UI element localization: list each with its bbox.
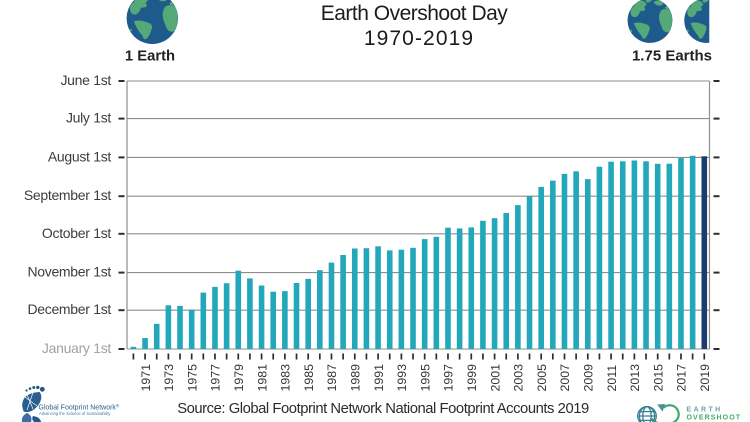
- svg-text:December 1st: December 1st: [27, 301, 111, 317]
- svg-text:EARTH: EARTH: [687, 407, 723, 414]
- svg-text:1989: 1989: [348, 364, 362, 392]
- svg-text:1970-2019: 1970-2019: [364, 27, 474, 50]
- svg-text:October 1st: October 1st: [42, 225, 111, 241]
- svg-text:2015: 2015: [651, 364, 665, 392]
- svg-text:1991: 1991: [372, 364, 386, 392]
- svg-text:2003: 2003: [512, 364, 526, 392]
- svg-text:Source: Global Footprint Netwo: Source: Global Footprint Network Nationa…: [177, 401, 589, 417]
- svg-text:September 1st: September 1st: [24, 187, 112, 203]
- svg-text:1975: 1975: [185, 364, 199, 392]
- svg-text:1999: 1999: [465, 364, 479, 392]
- svg-text:1983: 1983: [279, 364, 293, 392]
- svg-text:1.75 Earths: 1.75 Earths: [632, 48, 712, 65]
- svg-text:OVERSHOOT: OVERSHOOT: [687, 415, 742, 422]
- svg-text:November 1st: November 1st: [27, 264, 111, 280]
- svg-text:1979: 1979: [232, 364, 246, 392]
- svg-text:1971: 1971: [139, 364, 153, 392]
- svg-text:1997: 1997: [442, 364, 456, 392]
- svg-text:2017: 2017: [675, 364, 689, 392]
- svg-text:1977: 1977: [209, 364, 223, 392]
- svg-text:July 1st: July 1st: [66, 110, 111, 126]
- svg-text:January 1st: January 1st: [42, 340, 111, 356]
- svg-text:2005: 2005: [535, 364, 549, 392]
- svg-text:1981: 1981: [255, 364, 269, 392]
- svg-text:June 1st: June 1st: [60, 72, 111, 88]
- svg-text:August 1st: August 1st: [48, 148, 112, 164]
- svg-text:2007: 2007: [558, 364, 572, 392]
- svg-text:1993: 1993: [395, 364, 409, 392]
- svg-text:Global Footprint Network®: Global Footprint Network®: [39, 403, 120, 412]
- svg-text:2019: 2019: [698, 364, 712, 392]
- svg-text:2009: 2009: [581, 364, 595, 392]
- svg-text:2013: 2013: [628, 364, 642, 392]
- svg-text:Earth Overshoot Day: Earth Overshoot Day: [321, 2, 509, 25]
- svg-text:1 Earth: 1 Earth: [125, 49, 175, 65]
- svg-text:2011: 2011: [605, 365, 619, 392]
- svg-text:2001: 2001: [488, 364, 502, 392]
- svg-text:Advancing the Science of Susta: Advancing the Science of Sustainability: [39, 411, 111, 416]
- svg-text:1973: 1973: [162, 364, 176, 392]
- svg-text:1995: 1995: [418, 364, 432, 392]
- svg-text:1985: 1985: [302, 364, 316, 392]
- svg-text:1987: 1987: [325, 364, 339, 392]
